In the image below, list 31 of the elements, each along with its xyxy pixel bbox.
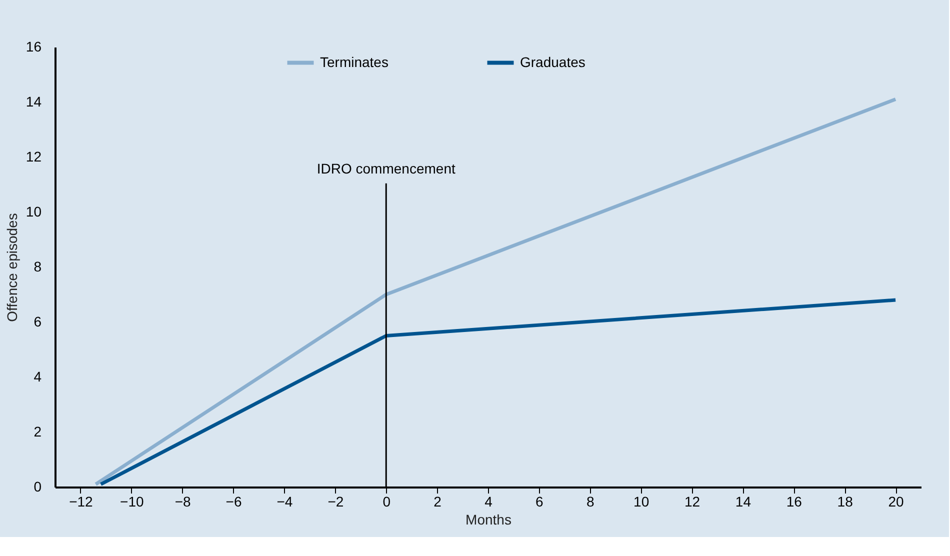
y-axis-title: Offence episodes [4,213,20,322]
y-tick-label: 16 [26,38,42,54]
y-tick-label: 2 [34,424,42,440]
y-tick-label: 14 [26,94,42,110]
x-tick-label: −6 [226,494,242,510]
x-tick-label: 18 [837,494,854,510]
y-tick-label: 6 [34,314,42,330]
x-tick-label: 8 [586,494,594,510]
x-tick-label: −4 [276,494,293,510]
x-tick-label: −10 [120,494,144,510]
y-tick-label: 12 [26,148,42,164]
x-axis-title: Months [466,512,512,528]
x-tick-label: 2 [434,494,442,510]
x-tick-label: 10 [634,494,650,510]
x-tick-label: 4 [484,494,493,510]
x-tick-label: −8 [174,494,192,510]
x-tick-label: 16 [786,494,802,510]
ref-line-label: IDRO commencement [316,160,456,176]
y-tick-label: 8 [34,258,42,274]
y-tick-label: 4 [34,368,42,384]
x-tick-label: 6 [536,494,544,510]
x-tick-label: −2 [328,494,344,510]
x-tick-label: −12 [69,494,94,510]
x-tick-label: 20 [888,494,904,510]
x-tick-label: 12 [684,494,700,510]
y-tick-label: 0 [34,478,42,494]
x-tick-label: 0 [382,494,391,510]
legend-label: Graduates [520,54,586,70]
x-tick-label: 14 [735,494,752,510]
y-tick-label: 10 [26,204,42,220]
legend-label: Terminates [320,54,388,70]
